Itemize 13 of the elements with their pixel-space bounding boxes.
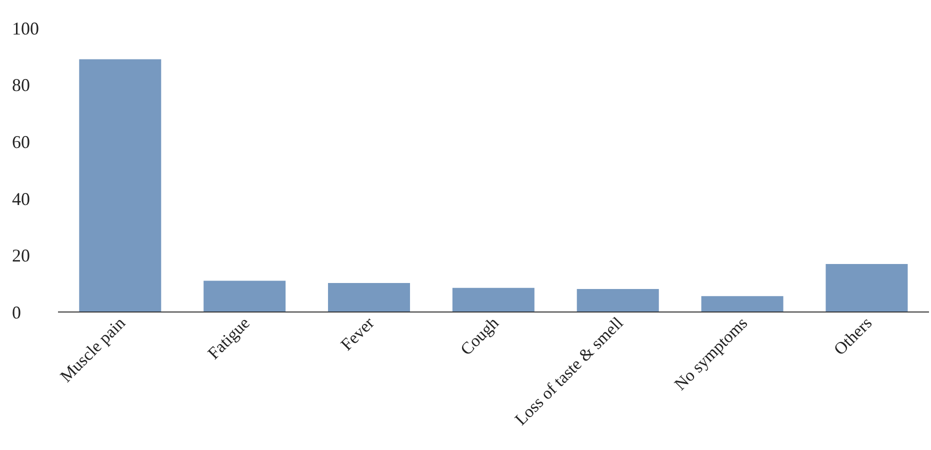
bar — [79, 59, 162, 312]
bar — [701, 296, 784, 312]
y-tick-label: 80 — [12, 75, 30, 96]
bar — [826, 264, 908, 312]
y-tick-label: 100 — [12, 18, 39, 38]
bar — [452, 288, 534, 312]
y-tick-label: 60 — [12, 132, 30, 152]
bar — [328, 283, 410, 312]
y-tick-label: 0 — [12, 302, 21, 322]
y-tick-label: 20 — [12, 246, 30, 266]
bar — [576, 288, 659, 312]
bar — [204, 280, 286, 312]
y-tick-label: 40 — [12, 188, 30, 209]
